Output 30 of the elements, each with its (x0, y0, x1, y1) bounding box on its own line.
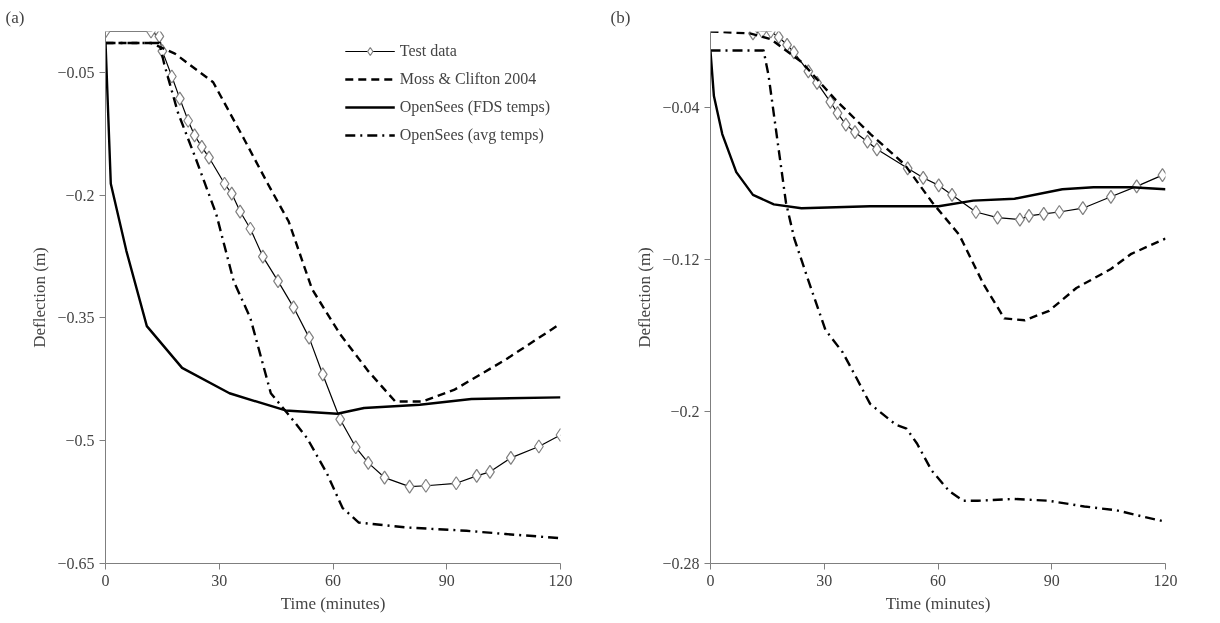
y-tick-label: −0.12 (662, 251, 700, 268)
legend-label: Test data (399, 42, 457, 60)
line-series (710, 31, 1166, 322)
x-tick-label: 90 (438, 571, 455, 589)
x-tick-label: 0 (101, 571, 110, 589)
x-tick-label: 30 (816, 571, 833, 589)
x-tick-label: 90 (1043, 571, 1060, 589)
y-tick-label: −0.05 (57, 63, 95, 81)
y-tick-label: −0.35 (57, 309, 95, 327)
legend-label: OpenSees (avg temps) (399, 126, 544, 144)
x-tick-label: 60 (930, 571, 946, 589)
legend-label: Moss & Clifton 2004 (399, 70, 537, 88)
y-tick-label: −0.04 (662, 99, 700, 116)
y-tick-label: −0.65 (57, 555, 95, 572)
y-tick-label: −0.5 (65, 432, 95, 450)
y-tick-label: −0.28 (662, 555, 700, 572)
x-tick-label: 120 (548, 571, 573, 589)
y-axis-title: Deflection (m) (30, 247, 50, 348)
chart-title: (a) (5, 7, 25, 27)
x-tick-label: 60 (325, 571, 341, 589)
x-axis-title: Time (minutes) (280, 593, 386, 613)
x-tick-label: 120 (1153, 571, 1178, 589)
x-axis-title: Time (minutes) (885, 593, 991, 613)
y-tick-label: −0.2 (670, 403, 700, 420)
chart-title: (b) (610, 7, 631, 27)
y-tick-label: −0.2 (65, 186, 95, 204)
x-tick-label: 30 (211, 571, 228, 589)
y-axis-title: Deflection (m) (635, 247, 655, 348)
legend-label: OpenSees (FDS temps) (399, 98, 550, 116)
x-tick-label: 0 (706, 571, 715, 589)
